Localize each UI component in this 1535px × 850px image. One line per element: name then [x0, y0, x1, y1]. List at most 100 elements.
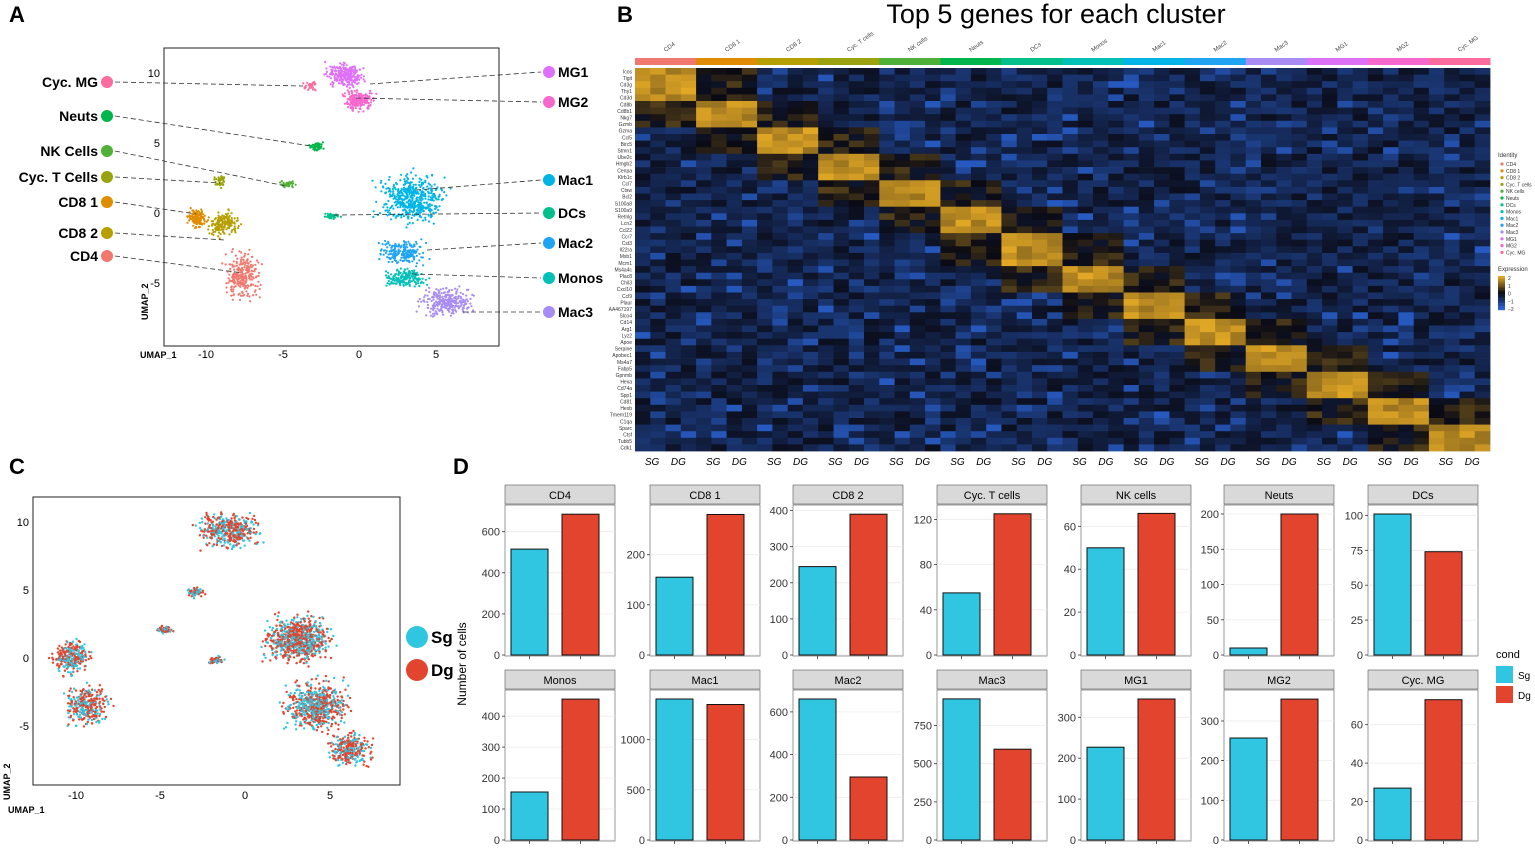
umap-a-point — [213, 224, 216, 227]
umap-a-point — [403, 248, 406, 251]
heatmap-cell — [1047, 233, 1063, 241]
heatmap-cell — [909, 213, 926, 221]
heatmap-cell — [1413, 94, 1430, 102]
heatmap-cell — [818, 325, 834, 333]
heatmap-cell — [1001, 94, 1018, 102]
heatmap-cell — [665, 299, 682, 307]
heatmap-cell — [1459, 127, 1476, 135]
heatmap-cell — [1367, 259, 1384, 267]
umap-a-point — [228, 263, 231, 266]
heatmap-cell — [1428, 332, 1445, 340]
heatmap-cell — [1199, 305, 1216, 313]
heatmap-cell — [1276, 279, 1292, 287]
heatmap-cell — [680, 206, 697, 214]
heatmap-cell — [1413, 332, 1430, 340]
heatmap-cell — [1428, 338, 1445, 346]
heatmap-cell — [680, 94, 697, 102]
heatmap-cell — [1047, 332, 1063, 340]
heatmap-cell — [1154, 180, 1170, 188]
heatmap-cell — [1398, 153, 1415, 161]
heatmap-cell — [1184, 285, 1201, 293]
heatmap-cell — [680, 239, 697, 247]
heatmap-cell — [1093, 134, 1109, 141]
heatmap-cell — [1322, 193, 1338, 201]
heatmap-cell — [1413, 252, 1430, 260]
heatmap-cell — [909, 180, 926, 188]
heatmap-cell — [1154, 219, 1170, 227]
umap-a-point — [432, 303, 435, 306]
umap-a-point — [400, 173, 403, 176]
heatmap-cell — [1154, 351, 1170, 359]
heatmap-cell — [1154, 68, 1170, 75]
umap-a-point — [410, 171, 413, 174]
heatmap-cell — [1383, 226, 1399, 234]
heatmap-cell — [802, 292, 819, 300]
heatmap-cell — [650, 338, 666, 346]
umap-a-point — [218, 237, 221, 240]
umap-a-point — [311, 88, 315, 91]
umap-a-point — [409, 248, 412, 251]
heatmap-cell — [1398, 285, 1415, 293]
heatmap-cell — [1428, 127, 1445, 135]
heatmap-cell — [1169, 239, 1186, 247]
heatmap-cell — [864, 365, 880, 373]
heatmap-cell — [1276, 365, 1292, 373]
heatmap-cell — [741, 345, 758, 353]
umap-a-point — [350, 95, 353, 98]
umap-a-point — [413, 188, 416, 191]
heatmap-cell — [1123, 279, 1140, 287]
heatmap-cell — [879, 186, 895, 194]
heatmap-cell — [1398, 259, 1415, 267]
heatmap-cell — [650, 332, 666, 340]
heatmap-cell — [1474, 68, 1491, 75]
umap-a-point — [424, 206, 428, 209]
heatmap-cell — [833, 186, 850, 194]
heatmap-cluster-label: Mac1 — [1152, 40, 1168, 54]
umap-a-point — [450, 288, 453, 292]
umap-a-point — [251, 273, 254, 276]
heatmap-cell — [1459, 134, 1476, 141]
umap-a-leader-line — [114, 115, 312, 147]
heatmap-cell — [711, 318, 727, 326]
heatmap-cell — [1306, 101, 1323, 108]
heatmap-cell — [1337, 167, 1353, 175]
heatmap-cell — [833, 246, 850, 254]
heatmap-cell — [1016, 219, 1033, 227]
umap-a-point — [450, 312, 453, 315]
heatmap-cell — [894, 318, 911, 326]
heatmap-cell — [1123, 87, 1140, 95]
heatmap-cell — [1291, 312, 1308, 320]
umap-a-point — [415, 262, 418, 265]
heatmap-cell — [635, 120, 651, 128]
umap-a-point — [418, 177, 421, 180]
heatmap-cell — [1184, 345, 1201, 353]
heatmap-cell — [1428, 239, 1445, 247]
heatmap-cell — [787, 186, 804, 194]
heatmap-cell — [1001, 279, 1018, 287]
heatmap-cell — [1352, 318, 1369, 326]
heatmap-cell — [1367, 338, 1384, 346]
heatmap-cell — [1093, 226, 1109, 234]
heatmap-cell — [1184, 74, 1201, 82]
heatmap-cell — [1459, 68, 1476, 75]
umap-a-point — [351, 100, 354, 103]
umap-a-point — [384, 191, 387, 194]
heatmap-cell — [1352, 252, 1369, 260]
umap-a-point — [464, 302, 467, 305]
umap-a-point — [337, 82, 341, 85]
heatmap-cell — [1169, 266, 1186, 274]
heatmap-cell — [955, 252, 972, 260]
heatmap-cell — [1367, 252, 1384, 260]
umap-a-point — [206, 219, 210, 222]
heatmap-cell — [1413, 101, 1430, 108]
heatmap-cell — [711, 358, 727, 366]
heatmap-cell — [1169, 87, 1186, 95]
heatmap-cell — [1077, 312, 1094, 320]
umap-a-point — [385, 209, 389, 212]
heatmap-cell — [1245, 114, 1262, 122]
heatmap-cell — [757, 140, 773, 148]
heatmap-cell — [1291, 365, 1308, 373]
heatmap-cell — [1123, 186, 1140, 194]
heatmap-cell — [1337, 351, 1353, 359]
umap-a-point — [457, 295, 460, 299]
